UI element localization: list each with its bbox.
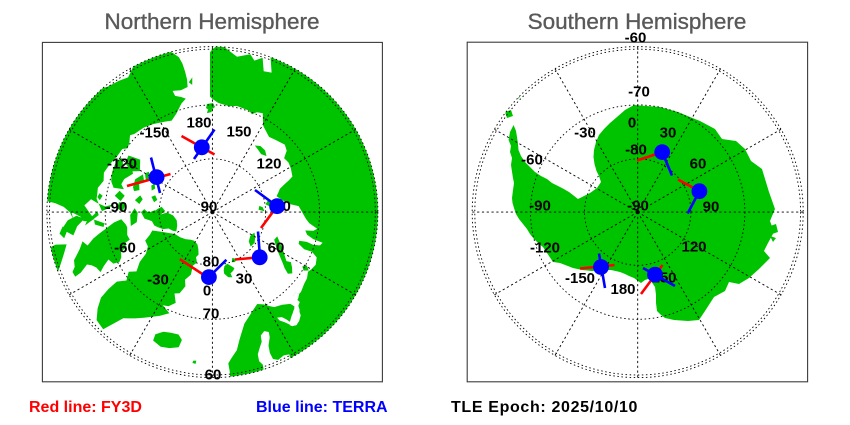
svg-text:60: 60 (205, 367, 222, 384)
svg-text:Northern Hemisphere: Northern Hemisphere (104, 9, 319, 34)
svg-text:0: 0 (628, 115, 636, 132)
svg-text:-70: -70 (628, 84, 650, 101)
svg-text:-60: -60 (625, 30, 647, 47)
svg-text:0: 0 (203, 283, 211, 300)
svg-text:-150: -150 (139, 125, 169, 142)
svg-text:-120: -120 (530, 240, 560, 257)
svg-text:70: 70 (203, 306, 220, 323)
svg-text:60: 60 (268, 240, 285, 257)
svg-text:-90: -90 (627, 198, 649, 215)
svg-text:90: 90 (703, 199, 720, 216)
svg-text:80: 80 (203, 254, 220, 271)
svg-text:Southern Hemisphere: Southern Hemisphere (528, 9, 747, 34)
svg-text:Blue line: TERRA: Blue line: TERRA (256, 399, 388, 416)
svg-text:-90: -90 (106, 199, 128, 216)
svg-text:120: 120 (681, 239, 706, 256)
svg-text:90: 90 (201, 199, 218, 216)
svg-text:-30: -30 (574, 125, 596, 142)
svg-text:-60: -60 (114, 240, 136, 257)
svg-text:-80: -80 (625, 142, 647, 159)
svg-text:180: 180 (186, 115, 211, 132)
svg-text:180: 180 (610, 281, 635, 298)
svg-text:-120: -120 (107, 156, 137, 173)
svg-text:TLE Epoch: 2025/10/10: TLE Epoch: 2025/10/10 (451, 399, 638, 416)
svg-text:30: 30 (660, 125, 677, 142)
svg-text:-60: -60 (521, 152, 543, 169)
svg-text:-150: -150 (565, 270, 595, 287)
svg-text:150: 150 (226, 124, 251, 141)
svg-text:30: 30 (236, 271, 253, 288)
svg-text:-90: -90 (529, 198, 551, 215)
svg-text:60: 60 (690, 156, 707, 173)
svg-text:Red line: FY3D: Red line: FY3D (29, 399, 142, 416)
svg-text:120: 120 (256, 156, 281, 173)
svg-text:-30: -30 (147, 272, 169, 289)
